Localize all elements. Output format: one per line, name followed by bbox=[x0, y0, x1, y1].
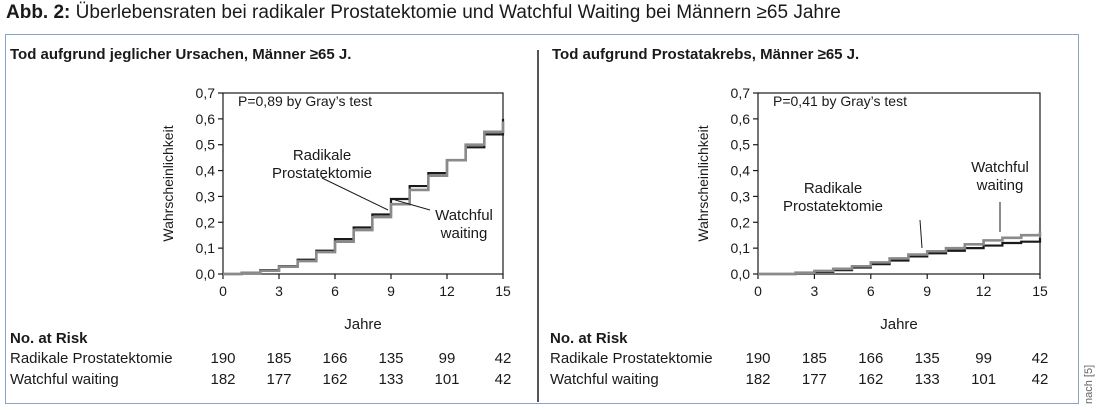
figure-title: Abb. 2: Überlebensraten bei radikaler Pr… bbox=[6, 2, 841, 24]
series-line-watchful-waiting bbox=[758, 231, 1042, 276]
risk-table-cell: 166 bbox=[322, 350, 348, 367]
x-tick-label: 9 bbox=[923, 283, 931, 299]
y-tick-label: 0,7 bbox=[731, 85, 751, 101]
series-label-radikale-prostatektomie: Radikale Prostatektomie bbox=[272, 147, 372, 182]
risk-table-cell: 101 bbox=[434, 371, 460, 388]
source-note: nach [5] bbox=[1083, 364, 1095, 404]
label-leader-line bbox=[919, 219, 923, 249]
y-axis-label: Wahrscheinlichkeit bbox=[695, 125, 711, 241]
y-tick-label: 0,5 bbox=[196, 137, 216, 153]
risk-table-cell: 42 bbox=[1031, 371, 1049, 388]
risk-table-prostate-cancer: No. at Risk Radikale Prostatektomie 190 185… bbox=[540, 330, 1080, 390]
risk-table-cell: 99 bbox=[975, 350, 992, 367]
chart-title-all-causes: Tod aufgrund jeglicher Ursachen, Männer … bbox=[10, 46, 352, 63]
risk-row-label: Watchful waiting bbox=[10, 371, 119, 388]
risk-table-cell: 135 bbox=[914, 350, 940, 367]
x-tick-label: 9 bbox=[387, 283, 395, 299]
p-value-annotation: P=0,89 by Gray’s test bbox=[238, 93, 372, 109]
x-tick-label: 6 bbox=[331, 283, 339, 299]
x-tick-label: 0 bbox=[219, 283, 227, 299]
x-axis-label: Jahre bbox=[880, 316, 918, 333]
figure-caption: Überlebensraten bei radikaler Prostatekt… bbox=[75, 2, 841, 23]
y-tick-label: 0,4 bbox=[731, 163, 751, 179]
series-line-radikale-prostatektomie bbox=[758, 237, 1042, 276]
y-axis-label: Wahrscheinlichkeit bbox=[160, 125, 176, 241]
y-tick-label: 0,3 bbox=[731, 188, 751, 204]
risk-table-cell: 185 bbox=[266, 350, 292, 367]
risk-table-cell: 99 bbox=[438, 350, 456, 367]
plot-area bbox=[222, 92, 504, 275]
risk-table-cell: 42 bbox=[494, 350, 512, 367]
series-line-watchful-waiting bbox=[223, 121, 505, 276]
chart-all-causes: 0,0 0,1 0,2 0,3 0,4 0,5 0,6 0,7 0 3 6 9 12 15 Jahre Wah… bbox=[160, 85, 511, 333]
risk-table-cell: 185 bbox=[801, 350, 827, 367]
risk-row-label: Radikale Prostatektomie bbox=[10, 350, 173, 367]
y-tick-label: 0,0 bbox=[196, 266, 216, 282]
y-tick-label: 0,2 bbox=[731, 214, 751, 230]
risk-table-cell: 162 bbox=[858, 371, 884, 388]
x-tick-label: 3 bbox=[275, 283, 283, 299]
x-tick-label: 0 bbox=[754, 283, 762, 299]
series-line-radikale-prostatektomie bbox=[223, 118, 505, 276]
y-tick-label: 0,5 bbox=[731, 137, 751, 153]
figure-label: Abb. 2: bbox=[6, 2, 71, 23]
risk-table-header: No. at Risk bbox=[550, 330, 628, 347]
risk-table-cell: 101 bbox=[971, 371, 997, 388]
label-leader-line bbox=[394, 199, 431, 211]
y-tick-label: 0,1 bbox=[731, 240, 751, 256]
risk-table-cell: 162 bbox=[322, 371, 348, 388]
y-tick-label: 0,4 bbox=[196, 163, 216, 179]
risk-table-cell: 182 bbox=[745, 371, 771, 388]
risk-table-cell: 182 bbox=[210, 371, 236, 388]
x-tick-label: 3 bbox=[811, 283, 819, 299]
risk-table-cell: 166 bbox=[858, 350, 884, 367]
label-leader-line bbox=[321, 177, 389, 211]
p-value-annotation: P=0,41 by Gray’s test bbox=[773, 93, 907, 109]
risk-table-cell: 133 bbox=[914, 371, 940, 388]
y-tick-label: 0,1 bbox=[196, 240, 216, 256]
chart-prostate-cancer: 0,0 0,1 0,2 0,3 0,4 0,5 0,6 0,7 0 3 6 9 12 15 Jahre Wah… bbox=[695, 85, 1048, 333]
series-label-radikale-prostatektomie: Radikale Prostatektomie bbox=[783, 180, 883, 215]
x-tick-label: 12 bbox=[976, 283, 992, 299]
y-tick-label: 0,3 bbox=[196, 188, 216, 204]
risk-table-cell: 133 bbox=[378, 371, 404, 388]
y-tick-label: 0,0 bbox=[731, 266, 751, 282]
risk-table-cell: 177 bbox=[801, 371, 827, 388]
x-axis-label: Jahre bbox=[344, 316, 382, 333]
risk-table-cell: 190 bbox=[745, 350, 771, 367]
series-label-watchful-waiting: Watchful waiting bbox=[435, 207, 493, 242]
risk-table-all-causes: No. at Risk Radikale Prostatektomie 190 185… bbox=[0, 330, 540, 390]
chart-title-prostate-cancer: Tod aufgrund Prostatakrebs, Männer ≥65 J… bbox=[552, 46, 860, 63]
plot-area bbox=[757, 92, 1041, 275]
x-tick-label: 15 bbox=[1032, 283, 1048, 299]
y-tick-label: 0,2 bbox=[196, 214, 216, 230]
risk-row-label: Radikale Prostatektomie bbox=[550, 350, 713, 367]
risk-table-cell: 42 bbox=[494, 371, 512, 388]
y-tick-label: 0,7 bbox=[196, 85, 216, 101]
panel-divider bbox=[537, 50, 539, 402]
risk-table-cell: 135 bbox=[378, 350, 404, 367]
x-tick-label: 15 bbox=[495, 283, 511, 299]
risk-table-cell: 177 bbox=[266, 371, 292, 388]
risk-table-header: No. at Risk bbox=[10, 330, 88, 347]
risk-table-cell: 42 bbox=[1031, 350, 1049, 367]
y-tick-label: 0,6 bbox=[731, 111, 751, 127]
y-tick-label: 0,6 bbox=[196, 111, 216, 127]
figure-frame bbox=[5, 34, 1079, 404]
x-tick-label: 6 bbox=[867, 283, 875, 299]
x-tick-label: 12 bbox=[439, 283, 455, 299]
series-label-watchful-waiting: Watchful waiting bbox=[971, 159, 1029, 194]
risk-table-cell: 190 bbox=[210, 350, 236, 367]
risk-row-label: Watchful waiting bbox=[550, 371, 659, 388]
